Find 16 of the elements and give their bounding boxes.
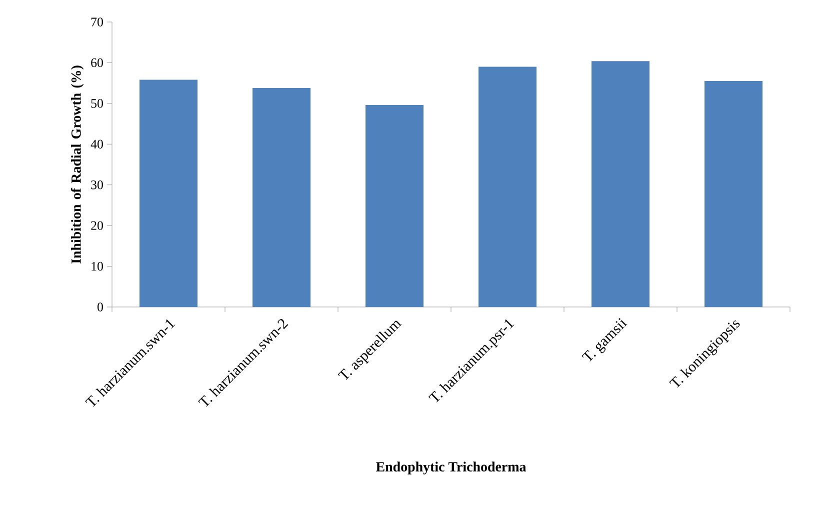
x-axis-title: Endophytic Trichoderma — [376, 462, 526, 474]
y-tick-label: 40 — [90, 140, 103, 148]
y-axis-title: Inhibition of Radial Growth (%) — [70, 66, 84, 264]
y-tick-label: 70 — [91, 18, 103, 26]
y-tick-label: 20 — [91, 221, 103, 230]
bar — [478, 66, 537, 307]
bar — [704, 81, 763, 307]
bar — [252, 88, 311, 307]
y-tick-label: 60 — [91, 58, 103, 68]
bar — [592, 61, 650, 307]
bar — [140, 80, 198, 307]
y-tick-label: 30 — [91, 180, 103, 190]
y-tick-label: 0 — [98, 302, 103, 312]
y-tick-label: 10 — [92, 262, 103, 271]
bar — [366, 105, 424, 307]
y-tick-label: 50 — [91, 99, 103, 108]
